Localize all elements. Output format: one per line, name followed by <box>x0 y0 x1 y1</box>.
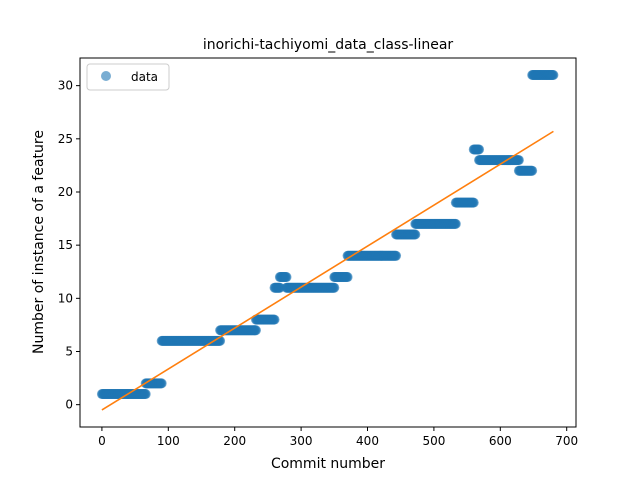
data-point <box>157 378 167 388</box>
x-tick-label: 300 <box>290 434 313 448</box>
data-point <box>251 325 261 335</box>
legend-marker-data <box>101 71 111 81</box>
data-point <box>451 219 461 229</box>
data-point <box>270 315 280 325</box>
chart-title: inorichi-tachiyomi_data_class-linear <box>203 37 454 53</box>
data-point <box>391 251 401 261</box>
legend: data <box>87 64 169 90</box>
x-axis-label: Commit number <box>271 456 385 472</box>
data-point <box>343 272 353 282</box>
y-tick-label: 15 <box>58 238 73 252</box>
legend-label-data: data <box>131 70 158 84</box>
y-tick-label: 0 <box>65 398 73 412</box>
x-tick-label: 100 <box>157 434 180 448</box>
data-point <box>548 70 558 80</box>
data-point <box>410 230 420 240</box>
x-tick-label: 0 <box>98 434 106 448</box>
x-tick-label: 700 <box>555 434 578 448</box>
y-axis-label: Number of instance of a feature <box>31 130 47 354</box>
data-point <box>141 389 151 399</box>
x-tick-label: 600 <box>489 434 512 448</box>
y-tick-label: 5 <box>65 344 73 358</box>
data-point <box>514 155 524 165</box>
x-tick-label: 500 <box>422 434 445 448</box>
x-tick-label: 200 <box>223 434 246 448</box>
data-point <box>474 144 484 154</box>
y-tick-label: 10 <box>58 291 73 305</box>
data-point <box>329 283 339 293</box>
y-tick-label: 20 <box>58 185 73 199</box>
y-tick-label: 25 <box>58 132 73 146</box>
x-tick-label: 400 <box>356 434 379 448</box>
data-point <box>527 166 537 176</box>
data-point <box>469 198 479 208</box>
data-point <box>282 272 292 282</box>
y-tick-label: 30 <box>58 79 73 93</box>
